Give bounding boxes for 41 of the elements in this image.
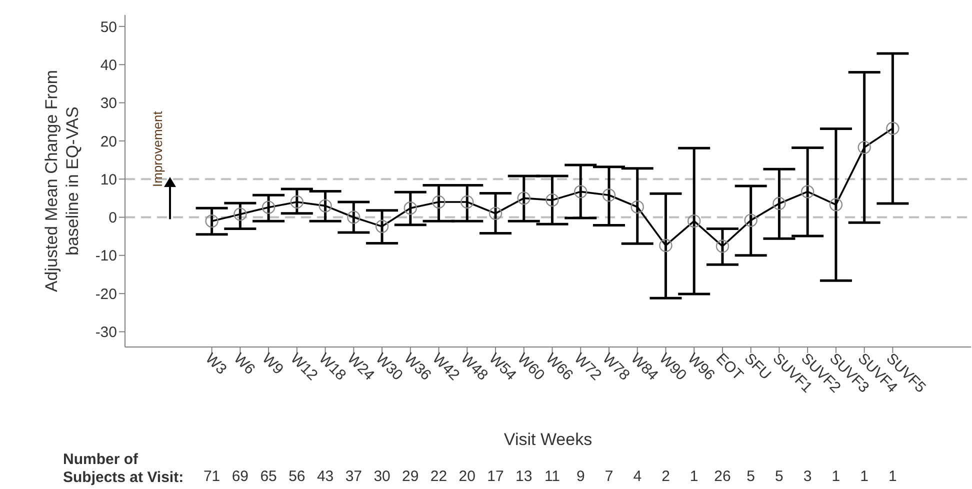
- text: 1: [888, 468, 898, 485]
- y-tick-label: 40: [100, 56, 117, 74]
- text: 69: [230, 468, 250, 485]
- text: 9: [575, 468, 586, 485]
- text: 2: [660, 468, 671, 485]
- text: Improvement: [150, 111, 165, 188]
- y-tick-label: -20: [95, 286, 117, 303]
- y-tick-label: 0: [108, 210, 117, 227]
- x-axis-title: Visit Weeks: [502, 430, 594, 450]
- text: 1: [688, 468, 700, 485]
- text: 4: [632, 468, 643, 485]
- x-tick-label: W3: [202, 350, 230, 378]
- text: 22: [429, 468, 448, 485]
- y-tick-label: 20: [100, 133, 117, 150]
- text: 30: [372, 468, 392, 485]
- text: 17: [486, 468, 505, 485]
- x-tick-label: W6: [230, 350, 258, 378]
- y-axis-title: Adjusted Mean Change From baseline in EQ-VAS: [41, 70, 83, 292]
- y-tick-label: 30: [100, 95, 117, 112]
- text: 3: [802, 468, 813, 485]
- text: 56: [288, 468, 306, 485]
- text: 1: [859, 468, 870, 485]
- text: 1: [830, 468, 842, 485]
- text: Number of Subjects at Visit:: [63, 451, 184, 487]
- text: 29: [401, 468, 420, 485]
- text: 71: [202, 468, 222, 485]
- y-tick-label: 10: [100, 171, 117, 188]
- y-tick-label: -30: [95, 324, 117, 342]
- text: 37: [344, 468, 363, 485]
- text: 5: [774, 468, 784, 485]
- y-tick-label: 50: [100, 18, 117, 36]
- y-tick-label: -10: [95, 248, 117, 265]
- text: 43: [316, 468, 335, 485]
- text: 65: [259, 468, 278, 485]
- x-tick-label: W9: [258, 350, 287, 378]
- text: 26: [713, 468, 732, 485]
- text: 5: [746, 468, 756, 485]
- text: 20: [458, 468, 476, 485]
- text: 7: [604, 468, 614, 485]
- text: 13: [514, 468, 534, 485]
- text: 11: [543, 468, 562, 485]
